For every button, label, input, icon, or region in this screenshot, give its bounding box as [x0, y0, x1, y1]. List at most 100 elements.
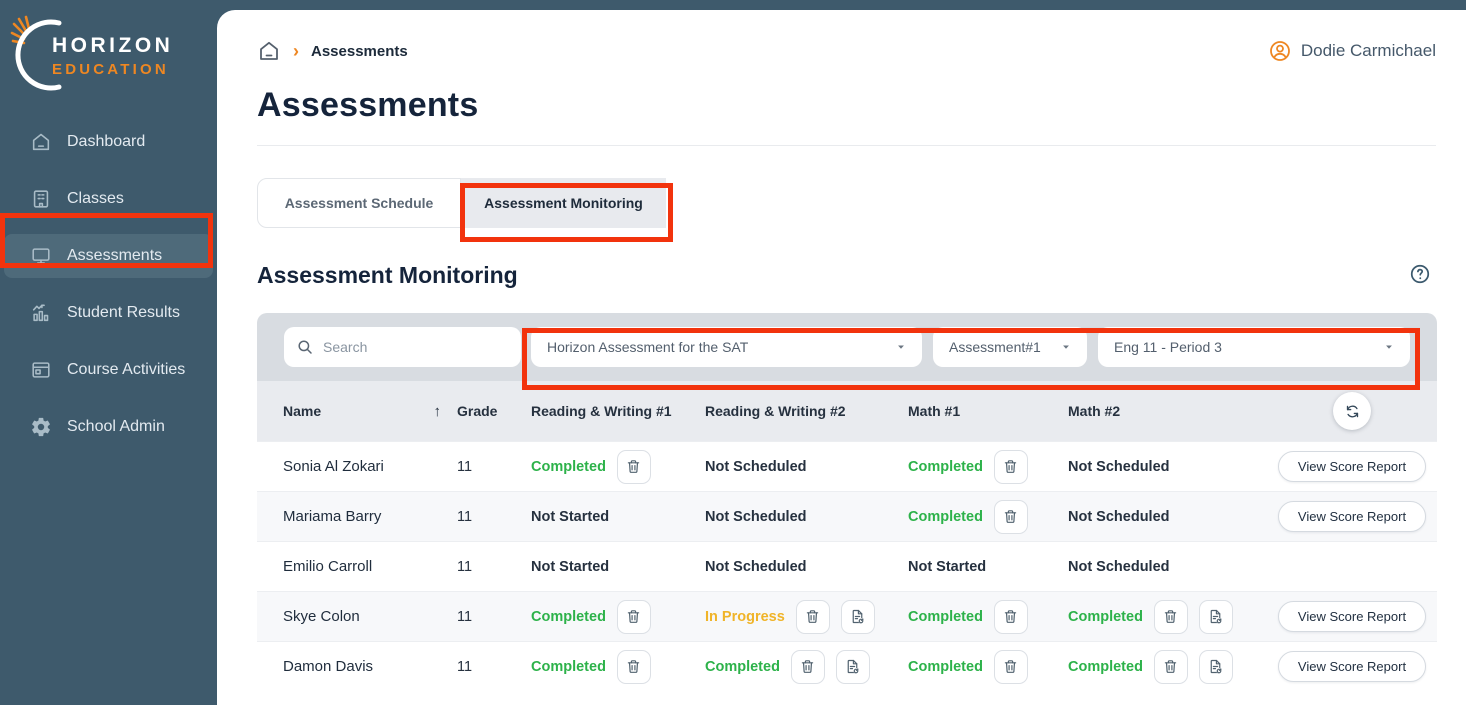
student-grade: 11 — [457, 458, 473, 475]
assessment-status-cell: In Progress — [705, 599, 908, 634]
table-row: Sonia Al Zokari 11 Completed Not Scheduled C… — [257, 441, 1437, 491]
sort-up-icon[interactable]: ↑ — [433, 402, 442, 420]
file-sync-button[interactable] — [1198, 599, 1233, 634]
sidebar-item-student-results[interactable]: Student Results — [4, 291, 213, 335]
trash-icon — [625, 658, 642, 675]
dropdown-class-period[interactable]: Eng 11 - Period 3 — [1098, 327, 1410, 367]
search-input[interactable] — [323, 339, 509, 355]
breadcrumb-current[interactable]: Assessments — [311, 42, 408, 60]
refresh-button[interactable] — [1333, 392, 1371, 430]
file-sync-button[interactable] — [840, 599, 875, 634]
view-score-report-button[interactable]: View Score Report — [1277, 501, 1427, 532]
assessment-status-cell: Completed — [531, 449, 705, 484]
monitoring-table: Name ↑ Grade Reading & Writing #1 Reading & … — [257, 381, 1437, 691]
assessment-status-cell: Completed — [908, 599, 1068, 634]
sidebar-item-classes[interactable]: Classes — [4, 177, 213, 221]
trash-button[interactable] — [993, 649, 1028, 684]
file-sync-icon — [849, 608, 866, 625]
table-row: Damon Davis 11 Completed Completed Completed… — [257, 641, 1437, 691]
sidebar-item-school-admin[interactable]: School Admin — [4, 405, 213, 449]
sidebar-item-label: Dashboard — [67, 133, 146, 150]
column-header: Reading & Writing #1 — [531, 403, 672, 419]
status-text: Completed — [531, 458, 606, 475]
table-row: Mariama Barry 11 Not Started Not Scheduled C… — [257, 491, 1437, 541]
sidebar-item-label: School Admin — [67, 418, 165, 435]
assessment-status-cell: Not Scheduled — [705, 559, 908, 575]
logo-text: HORIZON EDUCATION — [52, 34, 173, 78]
sidebar-item-assessments[interactable]: Assessments — [4, 234, 213, 278]
trash-icon — [1002, 608, 1019, 625]
trash-icon — [804, 608, 821, 625]
main-panel: › Assessments Dodie Carmichael Assessmen… — [217, 10, 1466, 705]
file-sync-button[interactable] — [835, 649, 870, 684]
file-sync-button[interactable] — [1198, 649, 1233, 684]
user-menu[interactable]: Dodie Carmichael — [1268, 39, 1436, 63]
assessment-status-cell: Not Scheduled — [705, 459, 908, 475]
trash-button[interactable] — [993, 449, 1028, 484]
logo-line2: EDUCATION — [52, 61, 169, 78]
status-text: Completed — [908, 658, 983, 675]
trash-button[interactable] — [993, 599, 1028, 634]
bar-chart-icon — [30, 302, 52, 324]
caret-down-icon — [1382, 340, 1396, 354]
status-text: Completed — [908, 458, 983, 475]
page-title: Assessments — [257, 86, 479, 124]
status-text: Completed — [705, 658, 780, 675]
chevron-right-icon: › — [293, 41, 299, 61]
status-text: Completed — [908, 608, 983, 625]
assessment-status-cell: Completed — [908, 499, 1068, 534]
view-score-report-button[interactable]: View Score Report — [1277, 651, 1427, 682]
trash-button[interactable] — [616, 599, 651, 634]
home-icon — [30, 131, 52, 153]
assessment-status-cell: Completed — [531, 599, 705, 634]
status-text: In Progress — [705, 608, 785, 625]
assessment-status-cell: Completed — [908, 649, 1068, 684]
column-header: Grade — [457, 403, 498, 419]
column-header: Reading & Writing #2 — [705, 403, 846, 419]
dropdown-assessment-number[interactable]: Assessment#1 — [933, 327, 1087, 367]
trash-button[interactable] — [1153, 649, 1188, 684]
student-name: Skye Colon — [283, 608, 360, 625]
assessment-status-cell: Not Started — [908, 559, 1068, 575]
sidebar-item-dashboard[interactable]: Dashboard — [4, 120, 213, 164]
assessment-status-cell: Completed — [1068, 599, 1267, 634]
student-name: Emilio Carroll — [283, 558, 373, 575]
monitor-icon — [30, 245, 52, 267]
home-icon[interactable] — [257, 39, 281, 63]
sidebar: HORIZON EDUCATION Dashboard Classes Assess… — [0, 0, 217, 705]
assessment-status-cell: Completed — [705, 649, 908, 684]
trash-button[interactable] — [790, 649, 825, 684]
dropdown-value: Assessment#1 — [949, 339, 1041, 355]
trash-button[interactable] — [1153, 599, 1188, 634]
status-text: Completed — [531, 658, 606, 675]
dropdown-value: Eng 11 - Period 3 — [1114, 339, 1222, 355]
trash-icon — [799, 658, 816, 675]
trash-icon — [1002, 508, 1019, 525]
dropdown-value: Horizon Assessment for the SAT — [547, 339, 749, 355]
tab-assessment-monitoring[interactable]: Assessment Monitoring — [461, 178, 666, 228]
dropdown-assessment-type[interactable]: Horizon Assessment for the SAT — [531, 327, 922, 367]
building-icon — [30, 188, 52, 210]
filter-bar: Horizon Assessment for the SAT Assessment… — [257, 313, 1437, 381]
student-grade: 11 — [457, 558, 473, 575]
trash-button[interactable] — [616, 449, 651, 484]
trash-button[interactable] — [795, 599, 830, 634]
sidebar-item-label: Course Activities — [67, 361, 186, 378]
column-header: Math #2 — [1068, 403, 1121, 419]
trash-button[interactable] — [993, 499, 1028, 534]
tab-assessment-schedule[interactable]: Assessment Schedule — [257, 178, 461, 228]
trash-button[interactable] — [616, 649, 651, 684]
sunburst-crescent-logo — [10, 15, 62, 91]
status-text: Completed — [1068, 608, 1143, 625]
assessment-status-cell: Completed — [531, 649, 705, 684]
user-name: Dodie Carmichael — [1300, 41, 1436, 60]
status-text: Completed — [908, 508, 983, 525]
column-header: Math #1 — [908, 403, 961, 419]
view-score-report-button[interactable]: View Score Report — [1277, 601, 1427, 632]
status-text: Not Started — [908, 558, 987, 575]
sidebar-item-course-activities[interactable]: Course Activities — [4, 348, 213, 392]
assessment-status-cell: Not Scheduled — [705, 509, 908, 525]
status-text: Completed — [1068, 658, 1143, 675]
view-score-report-button[interactable]: View Score Report — [1277, 451, 1427, 482]
help-icon[interactable] — [1408, 263, 1432, 287]
